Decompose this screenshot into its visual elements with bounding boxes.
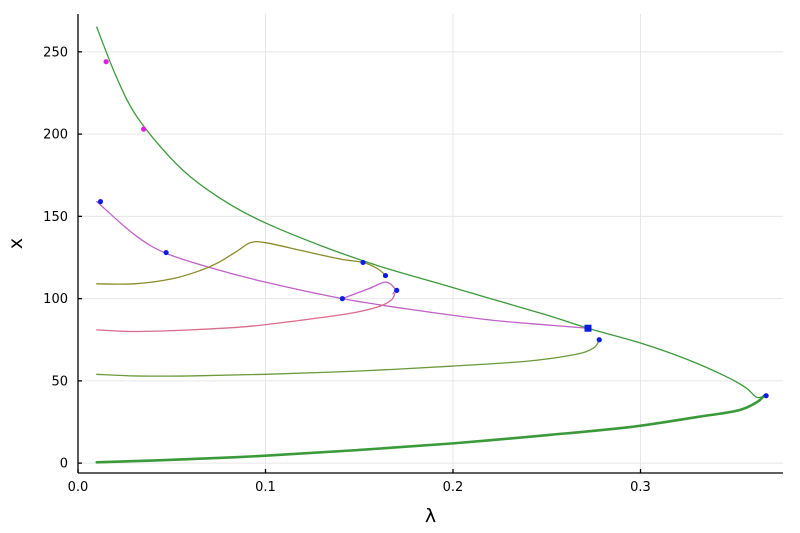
point-marker bbox=[97, 198, 104, 205]
x-tick-label: 0.2 bbox=[443, 480, 464, 495]
point-marker bbox=[763, 393, 769, 399]
series-line-2 bbox=[95, 394, 766, 464]
x-tick-label: 0.1 bbox=[255, 480, 276, 495]
y-axis-title: x bbox=[5, 238, 27, 249]
point-marker bbox=[360, 259, 366, 266]
point-marker bbox=[103, 59, 109, 65]
y-tick-label: 200 bbox=[43, 128, 68, 143]
point-marker bbox=[163, 249, 169, 256]
y-tick-label: 0 bbox=[60, 457, 68, 472]
point-marker bbox=[394, 287, 400, 293]
series-line-6 bbox=[96, 241, 387, 285]
y-tick-label: 50 bbox=[51, 374, 68, 389]
series-group bbox=[95, 26, 766, 464]
grid bbox=[77, 14, 783, 473]
point-marker bbox=[596, 337, 602, 343]
y-tick-label: 100 bbox=[43, 292, 68, 307]
marker-group bbox=[97, 59, 769, 399]
x-tick-label: 0.3 bbox=[630, 480, 651, 495]
x-axis-title: λ bbox=[425, 505, 436, 527]
series-line-1 bbox=[96, 26, 765, 399]
series-line-3 bbox=[96, 200, 589, 329]
point-marker bbox=[382, 272, 389, 279]
axes bbox=[77, 14, 783, 474]
y-tick-label: 150 bbox=[43, 210, 68, 225]
x-tick-label: 0.0 bbox=[68, 480, 89, 495]
square-point-marker bbox=[584, 324, 592, 332]
ticks: 0.0 0.1 0.2 0.3 0 50 100 150 200 250 bbox=[43, 45, 651, 495]
y-tick-label: 250 bbox=[43, 45, 68, 60]
point-marker bbox=[141, 126, 147, 132]
point-marker bbox=[339, 296, 345, 302]
series-line-4 bbox=[341, 281, 396, 300]
series-line-7 bbox=[96, 339, 600, 377]
series-line-5 bbox=[96, 293, 396, 333]
